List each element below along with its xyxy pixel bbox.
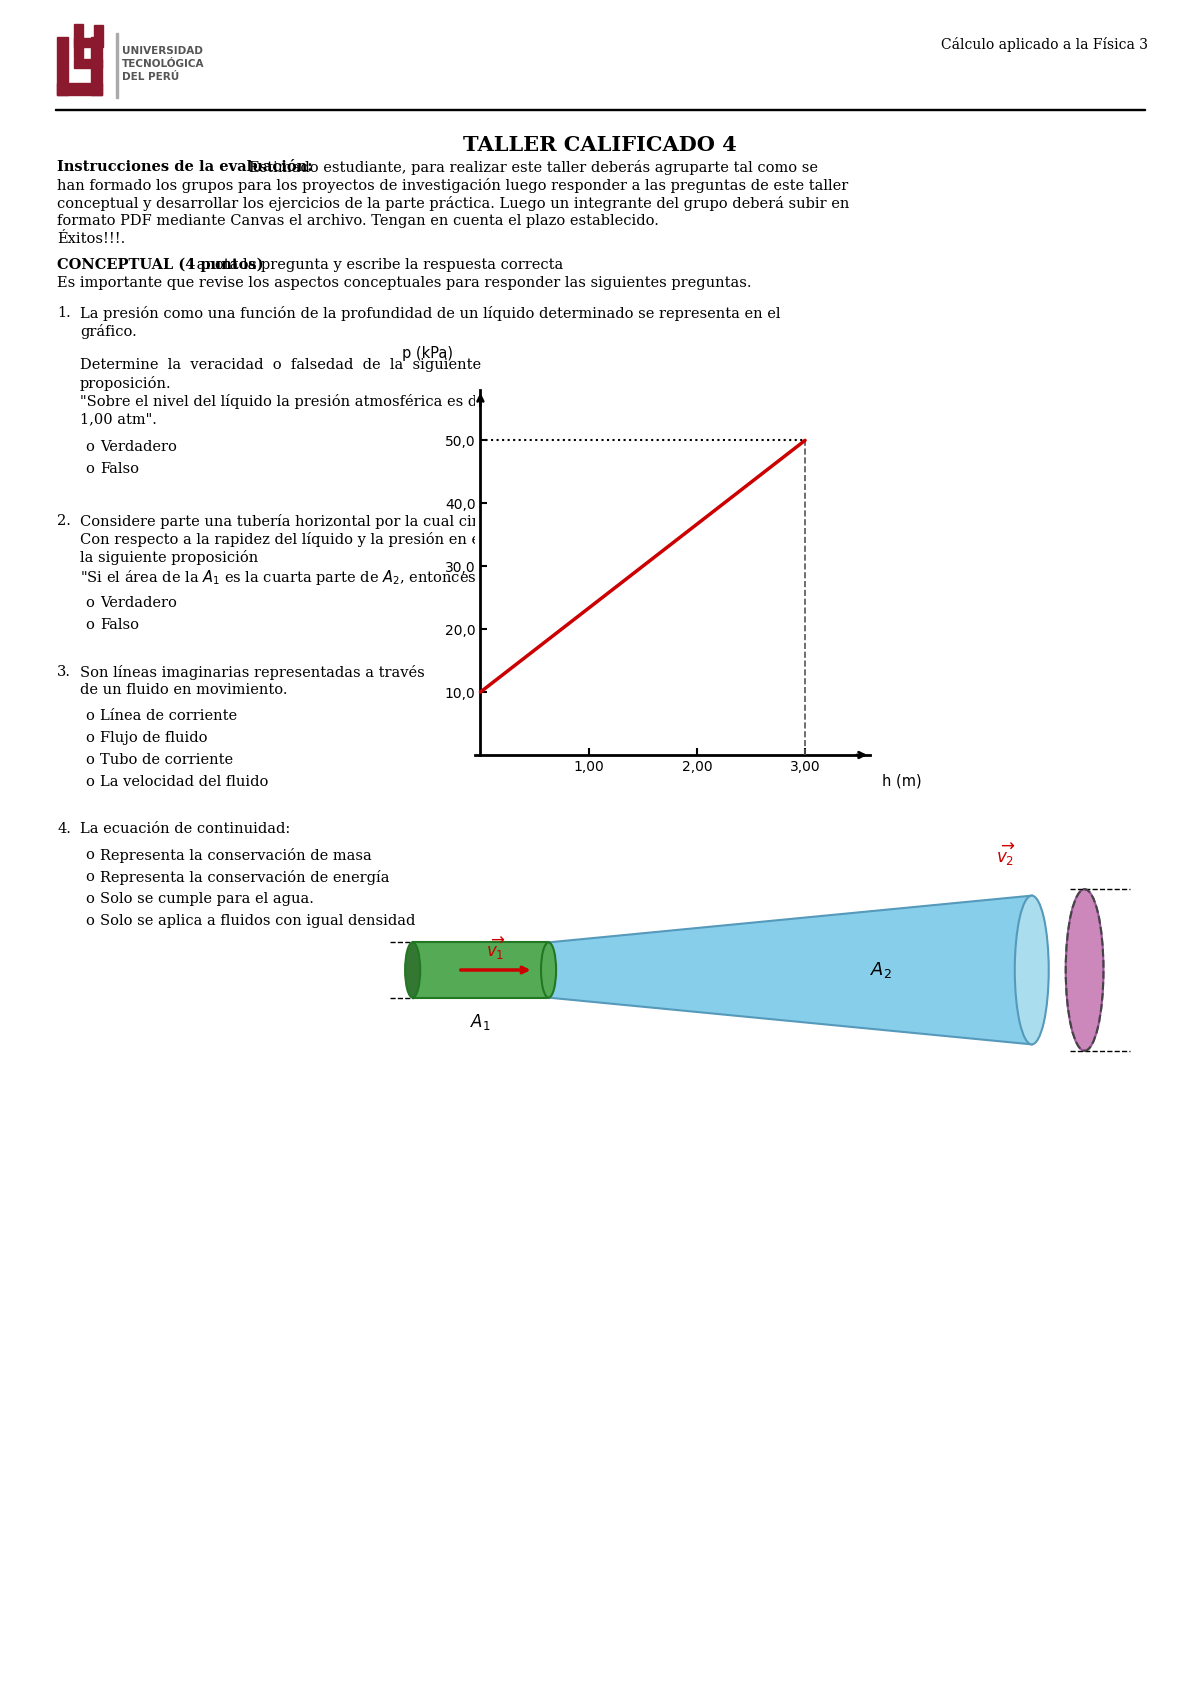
Text: Representa la conservación de energía: Representa la conservación de energía — [100, 871, 390, 886]
Text: TALLER CALIFICADO 4: TALLER CALIFICADO 4 — [463, 136, 737, 154]
Text: 3.: 3. — [58, 665, 71, 679]
Text: o: o — [85, 709, 94, 723]
Text: La presión como una función de la profundidad de un líquido determinado se repre: La presión como una función de la profun… — [80, 305, 780, 321]
Text: o: o — [85, 462, 94, 475]
Text: Tubo de corriente: Tubo de corriente — [100, 753, 233, 767]
Text: o: o — [85, 848, 94, 862]
Text: proposición.: proposición. — [80, 377, 172, 390]
X-axis label: h (m): h (m) — [882, 774, 922, 787]
Text: La ecuación de continuidad:: La ecuación de continuidad: — [80, 821, 290, 837]
Text: Representa la conservación de masa: Representa la conservación de masa — [100, 848, 372, 864]
Text: o: o — [85, 596, 94, 609]
Text: Verdadero: Verdadero — [100, 596, 176, 609]
Text: $\overrightarrow{v_1}$: $\overrightarrow{v_1}$ — [486, 935, 505, 962]
Text: han formado los grupos para los proyectos de investigación luego responder a las: han formado los grupos para los proyecto… — [58, 178, 848, 193]
Text: Flujo de fluido: Flujo de fluido — [100, 731, 208, 745]
Text: de un fluido en movimiento.: de un fluido en movimiento. — [80, 682, 288, 697]
Text: Con respecto a la rapidez del líquido y la presión en el mismo, establezca si es: Con respecto a la rapidez del líquido y … — [80, 531, 797, 546]
Text: Solo se cumple para el agua.: Solo se cumple para el agua. — [100, 893, 314, 906]
Text: o: o — [85, 618, 94, 631]
Bar — [58, 83, 102, 95]
Text: o: o — [85, 893, 94, 906]
Text: anota la pregunta y escribe la respuesta correcta: anota la pregunta y escribe la respuesta… — [192, 258, 563, 272]
Text: DEL PERÚ: DEL PERÚ — [122, 71, 179, 81]
Ellipse shape — [1066, 889, 1104, 1050]
Text: Son líneas imaginarias representadas a través: Son líneas imaginarias representadas a t… — [80, 665, 425, 680]
Text: o: o — [85, 776, 94, 789]
Text: Es importante que revise los aspectos conceptuales para responder las siguientes: Es importante que revise los aspectos co… — [58, 277, 751, 290]
Polygon shape — [548, 896, 1032, 1044]
Text: Verdadero: Verdadero — [100, 440, 176, 455]
Text: conceptual y desarrollar los ejercicios de la parte práctica. Luego un integrant: conceptual y desarrollar los ejercicios … — [58, 195, 850, 210]
Polygon shape — [413, 942, 548, 998]
Text: Solo se aplica a fluidos con igual densidad: Solo se aplica a fluidos con igual densi… — [100, 915, 415, 928]
Text: $A_1$: $A_1$ — [470, 1013, 491, 1032]
Text: La velocidad del fluido: La velocidad del fluido — [100, 776, 269, 789]
Text: $\overrightarrow{v_2}$: $\overrightarrow{v_2}$ — [996, 842, 1015, 867]
Text: la siguiente proposición: la siguiente proposición — [80, 550, 258, 565]
Text: o: o — [85, 871, 94, 884]
Text: Falso: Falso — [100, 618, 139, 631]
Text: $A_2$: $A_2$ — [870, 961, 892, 979]
Text: Determine  la  veracidad  o  falsedad  de  la  siguiente: Determine la veracidad o falsedad de la … — [80, 358, 481, 372]
Text: o: o — [85, 440, 94, 455]
Bar — [58, 37, 68, 95]
Bar — [116, 32, 118, 98]
Text: Instrucciones de la evaluación:: Instrucciones de la evaluación: — [58, 160, 313, 175]
Text: gráfico.: gráfico. — [80, 324, 137, 339]
Ellipse shape — [541, 942, 556, 998]
Bar — [91, 37, 102, 95]
Text: 1.: 1. — [58, 305, 71, 321]
Text: 2.: 2. — [58, 514, 71, 528]
Text: UNIVERSIDAD: UNIVERSIDAD — [122, 46, 203, 56]
Text: Éxitos!!!.: Éxitos!!!. — [58, 232, 125, 246]
Y-axis label: p (kPa): p (kPa) — [402, 346, 454, 361]
Text: "Si el área de la $A_1$ es la cuarta parte de $A_2$, entonces la rapidez $v_2$ e: "Si el área de la $A_1$ es la cuarta par… — [80, 568, 788, 587]
Text: formato PDF mediante Canvas el archivo. Tengan en cuenta el plazo establecido.: formato PDF mediante Canvas el archivo. … — [58, 214, 659, 227]
Ellipse shape — [1015, 896, 1049, 1044]
Text: Considere parte una tubería horizontal por la cual circula un líquido, como se m: Considere parte una tubería horizontal p… — [80, 514, 820, 529]
Text: Estimado estudiante, para realizar este taller deberás agruparte tal como se: Estimado estudiante, para realizar este … — [250, 160, 818, 175]
Text: o: o — [85, 915, 94, 928]
Text: "Sobre el nivel del líquido la presión atmosférica es de: "Sobre el nivel del líquido la presión a… — [80, 394, 486, 409]
Ellipse shape — [406, 942, 420, 998]
Text: o: o — [85, 753, 94, 767]
Bar — [74, 59, 102, 68]
Text: CONCEPTUAL (4 puntos): CONCEPTUAL (4 puntos) — [58, 258, 264, 273]
Text: 1,00 atm".: 1,00 atm". — [80, 412, 157, 426]
Text: o: o — [85, 731, 94, 745]
Text: Cálculo aplicado a la Física 3: Cálculo aplicado a la Física 3 — [941, 37, 1148, 53]
Bar — [74, 24, 83, 58]
Bar — [74, 37, 102, 48]
Text: 4.: 4. — [58, 821, 71, 837]
Bar — [94, 25, 103, 48]
Text: Línea de corriente: Línea de corriente — [100, 709, 238, 723]
Text: Falso: Falso — [100, 462, 139, 475]
Text: TECNOLÓGICA: TECNOLÓGICA — [122, 59, 204, 70]
